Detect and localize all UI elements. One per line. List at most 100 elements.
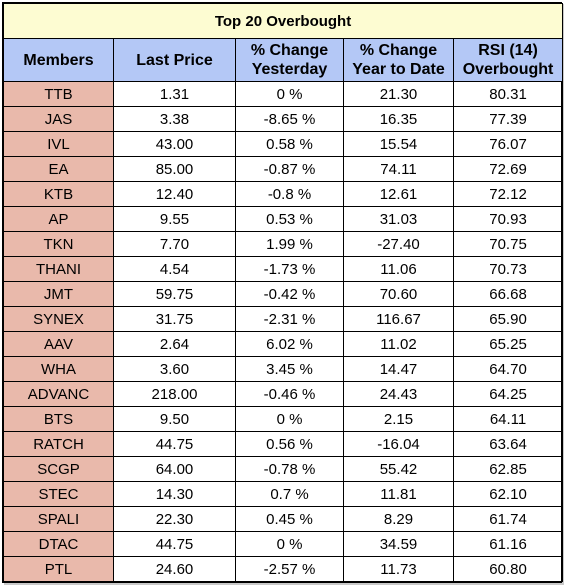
last-price-cell: 31.75 (113, 306, 236, 332)
table-row: EA 85.00 -0.87 % 74.11 72.69 (3, 156, 564, 182)
last-price-cell: 7.70 (113, 231, 236, 257)
table-row: IVL 43.00 0.58 % 15.54 76.07 (3, 131, 564, 157)
last-price-cell: 22.30 (113, 506, 236, 532)
change-ytd-cell: 12.61 (343, 181, 454, 207)
table-row: WHA 3.60 3.45 % 14.47 64.70 (3, 356, 564, 382)
last-price-cell: 9.50 (113, 406, 236, 432)
table-row: SCGP 64.00 -0.78 % 55.42 62.85 (3, 456, 564, 482)
table-row: BTS 9.50 0 % 2.15 64.11 (3, 406, 564, 432)
member-cell: ADVANC (3, 381, 114, 407)
last-price-cell: 1.31 (113, 81, 236, 107)
change-yesterday-cell: -8.65 % (235, 106, 344, 132)
change-ytd-cell: 16.35 (343, 106, 454, 132)
last-price-cell: 64.00 (113, 456, 236, 482)
last-price-cell: 218.00 (113, 381, 236, 407)
table-shadow-bottom (4, 583, 564, 585)
change-ytd-cell: 74.11 (343, 156, 454, 182)
last-price-cell: 12.40 (113, 181, 236, 207)
table-body: TTB 1.31 0 % 21.30 80.31 JAS 3.38 -8.65 % 16.35 7… (3, 81, 564, 582)
change-yesterday-cell: -0.46 % (235, 381, 344, 407)
column-header-line2: Yesterday (251, 61, 328, 78)
last-price-cell: 9.55 (113, 206, 236, 232)
change-ytd-cell: 34.59 (343, 531, 454, 557)
member-cell: WHA (3, 356, 114, 382)
rsi-cell: 65.25 (452, 331, 564, 357)
rsi-cell: 61.16 (452, 531, 564, 557)
table-row: TTB 1.31 0 % 21.30 80.31 (3, 81, 564, 107)
change-yesterday-cell: 0 % (235, 531, 344, 557)
rsi-cell: 63.64 (452, 431, 564, 457)
change-ytd-cell: 11.06 (343, 256, 454, 282)
column-header-members: Members (3, 38, 114, 82)
rsi-cell: 61.74 (452, 506, 564, 532)
title-row: Top 20 Overbought (2, 3, 564, 39)
table-row: PTL 24.60 -2.57 % 11.73 60.80 (3, 556, 564, 582)
member-cell: SPALI (3, 506, 114, 532)
change-yesterday-cell: -0.78 % (235, 456, 344, 482)
change-yesterday-cell: -0.87 % (235, 156, 344, 182)
change-ytd-cell: 21.30 (343, 81, 454, 107)
member-cell: EA (3, 156, 114, 182)
column-header-line2: Year to Date (352, 61, 445, 78)
change-yesterday-cell: 0.56 % (235, 431, 344, 457)
table-row: AAV 2.64 6.02 % 11.02 65.25 (3, 331, 564, 357)
last-price-cell: 44.75 (113, 431, 236, 457)
rsi-cell: 64.70 (452, 356, 564, 382)
member-cell: IVL (3, 131, 114, 157)
rsi-cell: 77.39 (452, 106, 564, 132)
overbought-table: Top 20 Overbought Members Last Price % C… (2, 3, 564, 582)
rsi-cell: 64.11 (452, 406, 564, 432)
last-price-cell: 3.60 (113, 356, 236, 382)
member-cell: KTB (3, 181, 114, 207)
last-price-cell: 43.00 (113, 131, 236, 157)
change-ytd-cell: -27.40 (343, 231, 454, 257)
rsi-cell: 64.25 (452, 381, 564, 407)
rsi-cell: 72.69 (452, 156, 564, 182)
table-row: THANI 4.54 -1.73 % 11.06 70.73 (3, 256, 564, 282)
column-header-line1: Members (23, 51, 94, 69)
change-ytd-cell: 15.54 (343, 131, 454, 157)
table-row: ADVANC 218.00 -0.46 % 24.43 64.25 (3, 381, 564, 407)
header-row: Members Last Price % Change Yesterday % … (3, 38, 564, 82)
change-yesterday-cell: -2.57 % (235, 556, 344, 582)
change-yesterday-cell: 6.02 % (235, 331, 344, 357)
change-yesterday-cell: 1.99 % (235, 231, 344, 257)
rsi-cell: 76.07 (452, 131, 564, 157)
rsi-cell: 80.31 (452, 81, 564, 107)
rsi-cell: 62.85 (452, 456, 564, 482)
change-ytd-cell: 24.43 (343, 381, 454, 407)
column-header-line1: Last Price (136, 51, 213, 69)
column-header-line1: % Change (359, 42, 438, 59)
table-row: RATCH 44.75 0.56 % -16.04 63.64 (3, 431, 564, 457)
rsi-cell: 62.10 (452, 481, 564, 507)
rsi-cell: 72.12 (452, 181, 564, 207)
member-cell: PTL (3, 556, 114, 582)
member-cell: TTB (3, 81, 114, 107)
change-yesterday-cell: -1.73 % (235, 256, 344, 282)
member-cell: AAV (3, 331, 114, 357)
change-yesterday-cell: 3.45 % (235, 356, 344, 382)
rsi-cell: 65.90 (452, 306, 564, 332)
change-yesterday-cell: 0 % (235, 406, 344, 432)
table-row: JAS 3.38 -8.65 % 16.35 77.39 (3, 106, 564, 132)
rsi-cell: 66.68 (452, 281, 564, 307)
member-cell: BTS (3, 406, 114, 432)
last-price-cell: 85.00 (113, 156, 236, 182)
last-price-cell: 24.60 (113, 556, 236, 582)
member-cell: SYNEX (3, 306, 114, 332)
member-cell: AP (3, 206, 114, 232)
member-cell: THANI (3, 256, 114, 282)
change-yesterday-cell: -0.8 % (235, 181, 344, 207)
table-row: DTAC 44.75 0 % 34.59 61.16 (3, 531, 564, 557)
column-header-line2: Overbought (462, 61, 554, 78)
column-header-last-price: Last Price (113, 38, 236, 82)
table-row: AP 9.55 0.53 % 31.03 70.93 (3, 206, 564, 232)
member-cell: SCGP (3, 456, 114, 482)
column-header-line1: RSI (14) (478, 42, 538, 59)
table-row: TKN 7.70 1.99 % -27.40 70.75 (3, 231, 564, 257)
member-cell: TKN (3, 231, 114, 257)
rsi-cell: 70.75 (452, 231, 564, 257)
table-row: SYNEX 31.75 -2.31 % 116.67 65.90 (3, 306, 564, 332)
rsi-cell: 70.73 (452, 256, 564, 282)
change-ytd-cell: 2.15 (343, 406, 454, 432)
